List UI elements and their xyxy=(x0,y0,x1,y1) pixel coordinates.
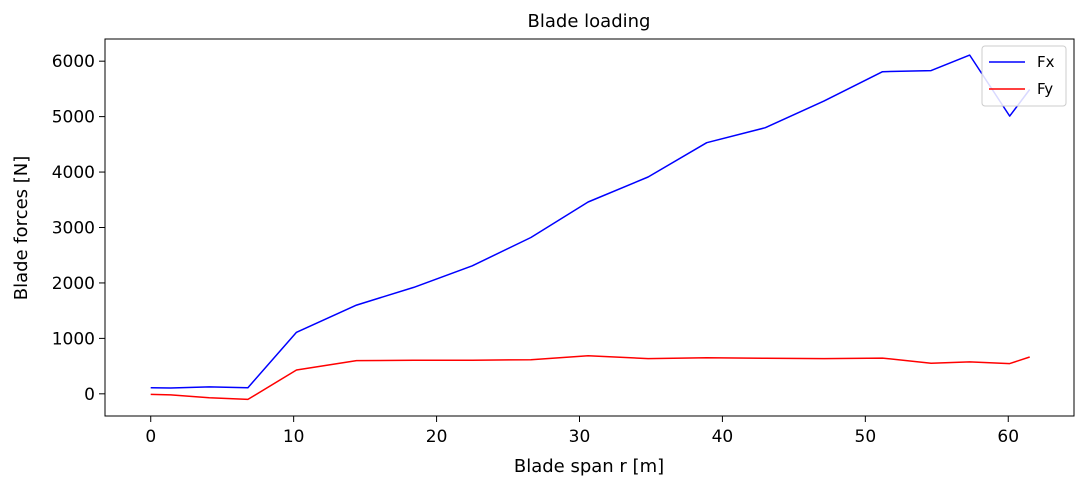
y-tick-label: 2000 xyxy=(52,274,95,294)
legend: Fx Fy xyxy=(981,45,1067,107)
x-tick-label: 30 xyxy=(569,427,591,447)
x-tick-label: 0 xyxy=(145,427,156,447)
y-tick-label: 0 xyxy=(84,385,95,405)
x-tick-label: 50 xyxy=(855,427,877,447)
y-tick-label: 1000 xyxy=(52,329,95,349)
y-axis-label: Blade forces [N] xyxy=(11,156,32,301)
y-tick-label: 5000 xyxy=(52,108,95,128)
x-tick-label: 40 xyxy=(712,427,734,447)
chart-title: Blade loading xyxy=(528,11,651,32)
x-tick-label: 20 xyxy=(426,427,448,447)
x-tick-label: 10 xyxy=(283,427,305,447)
y-tick-label: 6000 xyxy=(52,52,95,72)
legend-label-fy: Fy xyxy=(1037,80,1053,98)
legend-box xyxy=(981,45,1067,107)
series-line-fy xyxy=(150,355,1030,401)
x-axis-label: Blade span r [m] xyxy=(514,456,664,477)
x-tick-label: 60 xyxy=(997,427,1019,447)
plot-frame xyxy=(104,38,1075,417)
legend-label-fx: Fx xyxy=(1037,53,1055,71)
y-tick-label: 3000 xyxy=(52,219,95,239)
series-line-fx xyxy=(150,54,1031,389)
y-tick-label: 4000 xyxy=(52,163,95,183)
